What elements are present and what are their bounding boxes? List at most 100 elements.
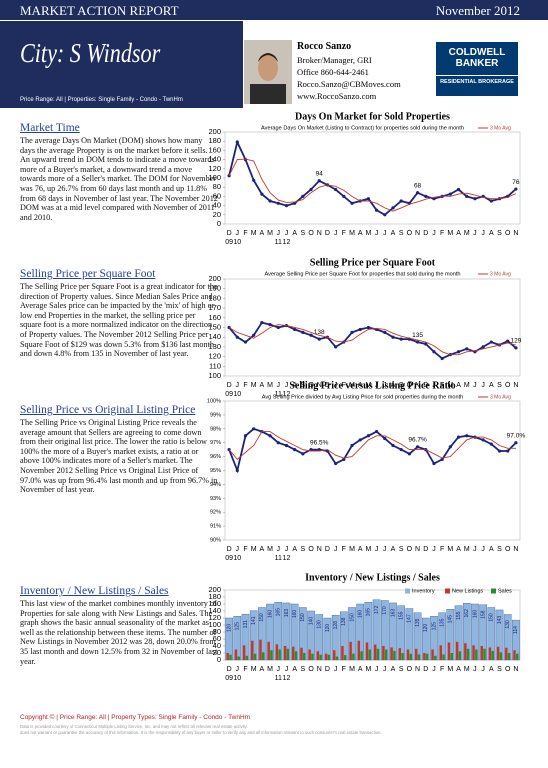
x-tick-label: M — [349, 382, 355, 389]
filters: Price Range: All | Properties: Single Fa… — [20, 97, 183, 103]
chart-title: Inventory / New Listings / Sales — [305, 572, 440, 583]
data-label: 150 — [259, 613, 265, 622]
x-tick-label: J — [473, 666, 477, 673]
x-tick-label: J — [334, 666, 338, 673]
x-tick-label: M — [464, 230, 470, 237]
data-point — [465, 434, 469, 438]
x-tick-label: M — [365, 546, 371, 553]
x-tick-label: A — [292, 382, 297, 389]
bar — [282, 602, 291, 661]
data-point — [252, 178, 256, 182]
data-point — [268, 199, 272, 203]
x-tick-label: F — [440, 546, 444, 553]
x-tick-label: J — [473, 546, 477, 553]
logo-brand-2: BANKER — [455, 58, 499, 69]
y-tick-label: 140 — [208, 155, 221, 164]
bar — [406, 649, 410, 660]
x-tick-label: N — [317, 382, 322, 389]
bar — [241, 613, 250, 661]
year-label: 11 — [275, 391, 282, 398]
y-tick-label: 120 — [208, 613, 221, 622]
data-point — [407, 452, 411, 456]
data-point — [301, 452, 305, 456]
y-tick-label: 91% — [210, 524, 221, 530]
bar — [495, 609, 504, 661]
data-point — [440, 356, 444, 361]
x-tick-label: J — [375, 666, 379, 673]
chart-title: Days On Market for Sold Properties — [295, 111, 450, 122]
bar — [262, 652, 265, 660]
data-point — [235, 140, 239, 144]
y-tick-label: 99% — [210, 412, 221, 418]
city-band — [0, 21, 243, 108]
bar — [409, 653, 412, 660]
bar — [376, 648, 380, 660]
year-label: 10 — [233, 555, 241, 562]
data-line — [228, 139, 517, 216]
report-date: November 2012 — [435, 3, 520, 18]
x-tick-label: D — [423, 382, 428, 389]
data-label: 138 — [341, 617, 347, 626]
x-tick-label: D — [423, 230, 428, 237]
data-point — [309, 187, 313, 192]
agent-photo — [244, 40, 292, 104]
data-label: 160 — [267, 610, 273, 619]
x-tick-label: M — [447, 230, 453, 237]
x-tick-label: M — [447, 666, 453, 673]
bar — [299, 607, 307, 661]
bar — [278, 649, 281, 660]
data-label: 163 — [284, 609, 290, 618]
x-tick-label: D — [227, 666, 232, 673]
x-tick-label: F — [440, 230, 444, 237]
legend-label: New Listings — [452, 588, 483, 594]
bar — [397, 605, 405, 661]
section-title: Inventory / New Listings / Sales — [20, 585, 169, 597]
footer-note: Data is provided courtesy of Connecticut… — [20, 724, 248, 729]
bar — [357, 640, 361, 660]
y-tick-label: 90% — [210, 537, 221, 543]
bar — [308, 649, 311, 660]
bar — [237, 656, 240, 660]
x-tick-label: F — [342, 382, 346, 389]
data-point — [489, 340, 493, 344]
data-point — [342, 457, 346, 461]
x-tick-label: M — [365, 230, 371, 237]
data-label: 165 — [276, 608, 282, 617]
data-label: 158 — [480, 610, 486, 619]
data-point — [432, 350, 436, 354]
bar — [311, 653, 314, 660]
y-tick-label: 100 — [208, 620, 221, 629]
legend-label: 3 Mo Avg — [490, 271, 511, 277]
y-tick-label: 100% — [207, 398, 221, 404]
bar — [327, 654, 331, 660]
x-tick-label: O — [308, 382, 314, 389]
bar — [503, 614, 512, 661]
x-tick-label: J — [285, 230, 289, 237]
data-point — [514, 346, 518, 350]
bar — [324, 653, 328, 660]
x-tick-label: N — [415, 666, 420, 673]
x-tick-label: J — [432, 382, 436, 389]
bar — [365, 642, 369, 660]
x-tick-label: F — [342, 666, 346, 673]
data-point — [489, 442, 493, 446]
data-point — [284, 204, 289, 208]
data-point — [350, 201, 354, 205]
x-tick-label: M — [267, 382, 273, 389]
section-title: Market Time — [20, 122, 80, 134]
year-label: 10 — [233, 675, 241, 682]
data-label: 172 — [374, 605, 380, 614]
data-point — [350, 443, 354, 448]
bar — [225, 617, 233, 661]
y-tick-label: 80 — [213, 627, 221, 636]
year-label: 09 — [225, 391, 233, 398]
bar — [516, 653, 519, 660]
y-tick-label: 94% — [210, 482, 221, 488]
x-tick-label: A — [358, 666, 363, 673]
x-tick-label: N — [317, 666, 322, 673]
bar — [446, 609, 455, 661]
x-tick-label: D — [325, 382, 330, 389]
x-tick-label: O — [505, 546, 511, 553]
bar — [323, 617, 332, 661]
bar — [421, 617, 430, 661]
